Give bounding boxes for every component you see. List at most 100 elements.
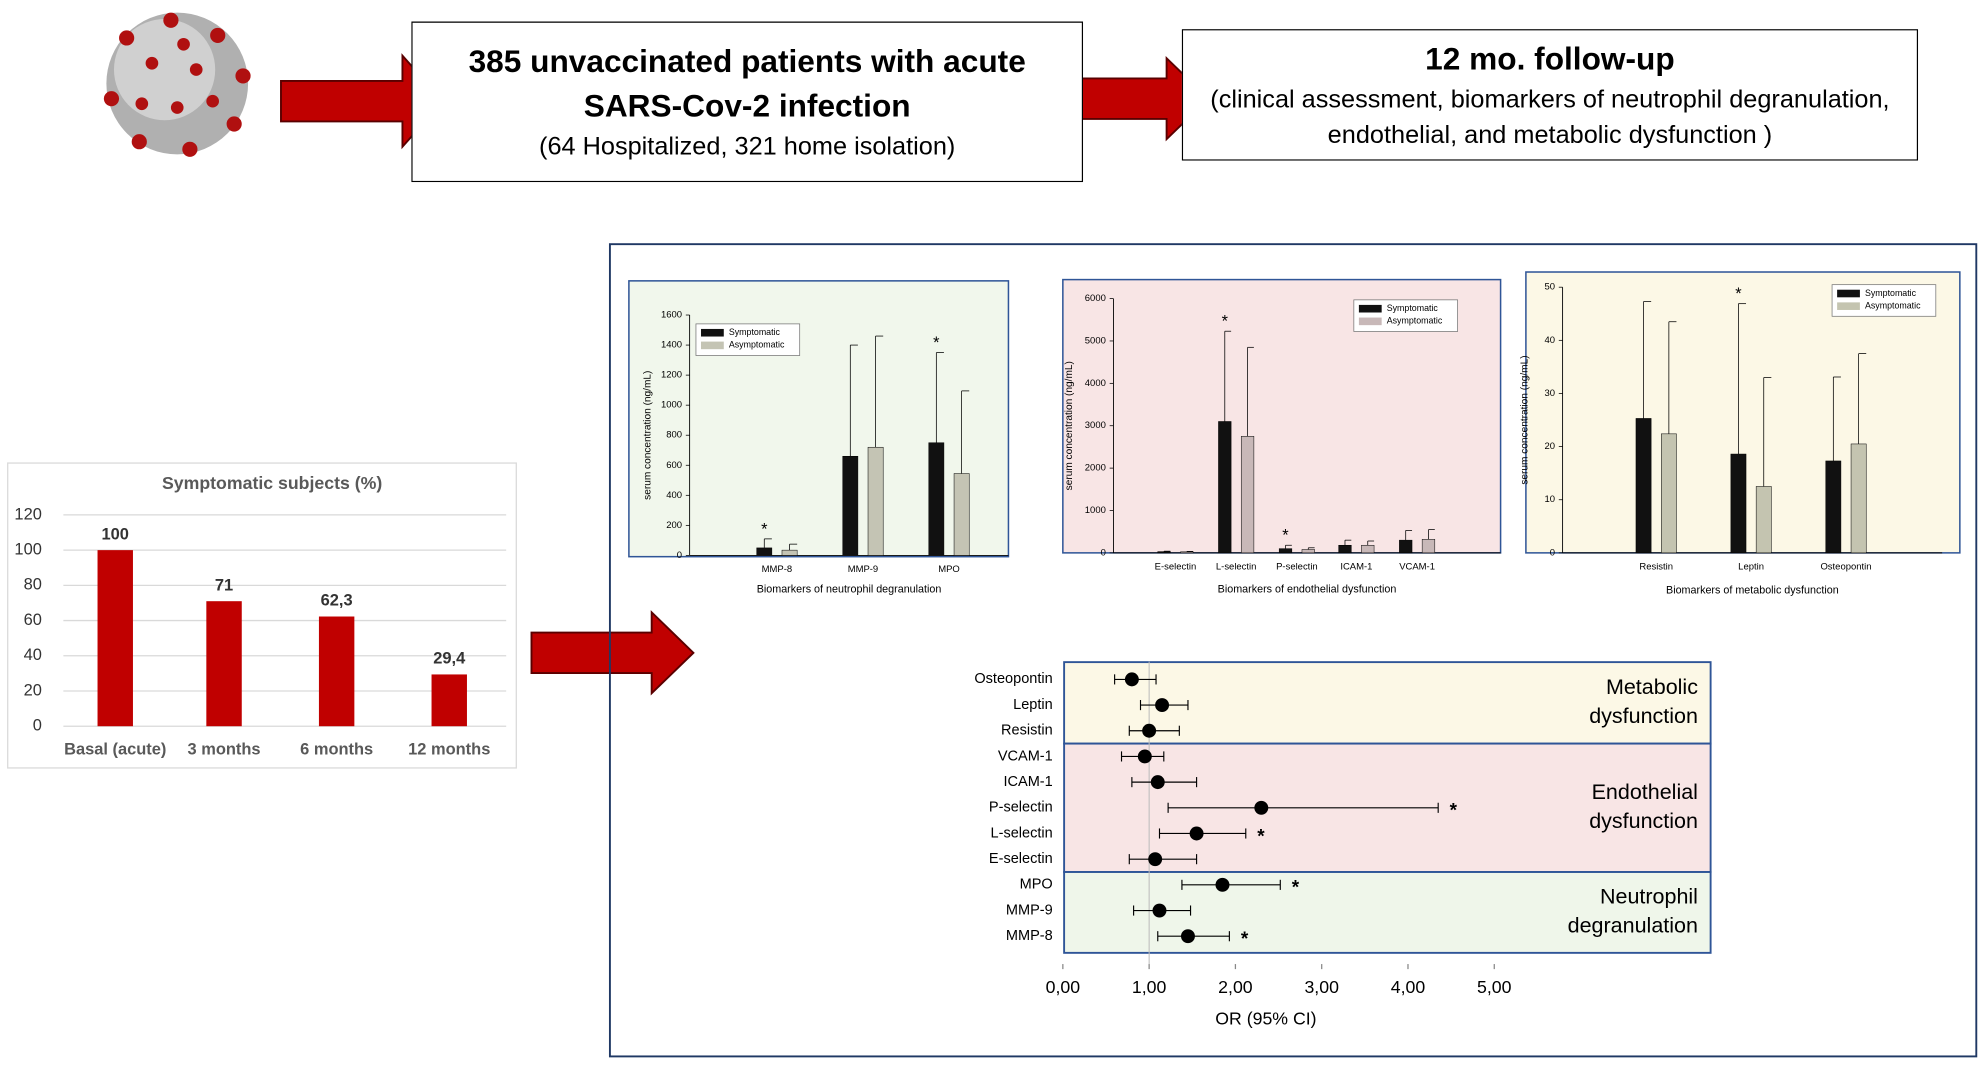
bar: [756, 547, 773, 556]
y-tick-label: 100: [14, 540, 41, 558]
group-band: [1063, 661, 1712, 745]
bar: [1399, 539, 1413, 554]
bar: [1180, 551, 1194, 554]
group-label: dysfunction: [1589, 809, 1698, 833]
value-label: 100: [102, 525, 129, 543]
y-tick-label: 40: [1544, 335, 1555, 346]
box-title: 12 mo. follow-up: [1425, 41, 1675, 77]
bar: [1240, 436, 1255, 554]
point: [1152, 903, 1167, 918]
bar: [431, 674, 467, 727]
bar: [1361, 544, 1375, 554]
annotation: *: [1257, 826, 1265, 847]
point: [1137, 749, 1152, 764]
legend-swatch: [1358, 317, 1382, 326]
y-tick-label: 2000: [1085, 463, 1106, 474]
y-axis-label: serum concentration (ng/mL): [1064, 361, 1075, 490]
annotation: *: [1222, 313, 1229, 331]
point: [1254, 800, 1269, 815]
point: [1181, 929, 1195, 944]
y-tick-label: 5000: [1085, 335, 1106, 346]
group-label: degranulation: [1568, 914, 1698, 938]
annotation: *: [1292, 878, 1300, 899]
x-tick-label: MMP-9: [848, 564, 879, 575]
y-tick-label: 4000: [1085, 378, 1106, 389]
y-tick-label: 1000: [1085, 505, 1106, 516]
box-container: 12 mo. follow-up (clinical assessment, b…: [1181, 29, 1919, 161]
bar: [1157, 551, 1171, 554]
x-tick-label: Osteopontin: [1820, 561, 1871, 572]
legend-label: Asymptomatic: [1387, 316, 1443, 326]
y-tick-label: MMP-9: [1006, 902, 1053, 918]
x-axis-label: Biomarkers of endothelial dysfunction: [1218, 583, 1397, 595]
box-text: (64 Hospitalized, 321 home isolation): [539, 132, 956, 161]
y-tick-label: Resistin: [1001, 723, 1053, 739]
point: [1142, 723, 1157, 738]
annotation: *: [1735, 285, 1742, 303]
box: 12 mo. follow-up (clinical assessment, b…: [1181, 29, 1919, 161]
value-label: 29,4: [433, 650, 466, 668]
arrow: [530, 610, 695, 696]
point: [1124, 672, 1139, 687]
value-label: 71: [215, 576, 233, 594]
point: [1150, 775, 1165, 790]
chart-title: Symptomatic subjects (%): [162, 473, 382, 493]
y-tick-label: 6000: [1085, 293, 1106, 304]
x-tick-label: Resistin: [1639, 561, 1673, 572]
y-tick-label: 30: [1544, 388, 1555, 399]
bar: [781, 549, 798, 556]
y-tick-label: 0: [1550, 547, 1555, 558]
y-tick-label: 800: [666, 430, 682, 441]
bar: [1338, 544, 1352, 554]
y-tick-label: 0: [677, 550, 682, 561]
legend-swatch: [701, 328, 724, 337]
bar: [1661, 433, 1677, 554]
y-axis-label: serum concentration (ng/mL): [643, 371, 654, 500]
bar: [842, 455, 859, 556]
x-tick-label: 3 months: [188, 741, 261, 759]
y-tick-label: 120: [14, 505, 41, 523]
x-axis-label: Biomarkers of metabolic dysfunction: [1666, 585, 1839, 597]
box: 385 unvaccinated patients with acute SAR…: [411, 21, 1084, 183]
y-tick-label: 10: [1544, 494, 1555, 505]
x-tick-label: 12 months: [408, 741, 490, 759]
bar: [1421, 539, 1436, 554]
virus-spikes: [103, 12, 251, 157]
x-tick-label: 4,00: [1391, 977, 1426, 997]
results-frame: [608, 243, 1978, 1058]
y-tick-label: L-selectin: [991, 825, 1053, 841]
group-label: Neutrophil: [1600, 885, 1698, 909]
annotation: *: [761, 520, 768, 538]
y-tick-label: 80: [24, 576, 42, 594]
x-tick-label: 5,00: [1477, 977, 1512, 997]
x-tick-label: ICAM-1: [1340, 561, 1372, 572]
bar: [1730, 453, 1747, 554]
y-tick-label: VCAM-1: [998, 748, 1053, 764]
point: [1155, 698, 1170, 713]
bar: [1301, 549, 1315, 554]
annotation: *: [933, 334, 940, 352]
y-tick-label: MPO: [1020, 877, 1053, 893]
box-title: 385 unvaccinated patients with acute SAR…: [468, 43, 1026, 124]
y-axis-label: serum concentration (ng/mL): [1519, 355, 1530, 484]
x-tick-label: Basal (acute): [64, 741, 166, 759]
y-tick-label: Osteopontin: [974, 671, 1052, 687]
x-tick-label: MMP-8: [762, 564, 793, 575]
legend-swatch: [1837, 302, 1860, 310]
group-label: dysfunction: [1589, 704, 1698, 728]
annotation: *: [1241, 929, 1249, 950]
legend-label: Symptomatic: [1865, 288, 1917, 298]
y-tick-label: 20: [1544, 441, 1555, 452]
bar: [1218, 421, 1232, 554]
x-axis-label: OR (95% CI): [1215, 1008, 1316, 1028]
point: [1215, 877, 1230, 892]
group-label: Endothelial: [1592, 780, 1698, 804]
legend-swatch: [701, 341, 724, 350]
chart-panel: [628, 280, 1010, 558]
virus: [103, 12, 251, 157]
y-tick-label: 600: [666, 460, 682, 471]
point: [1148, 852, 1163, 867]
y-tick-label: Leptin: [1013, 697, 1053, 713]
x-tick-label: 2,00: [1218, 977, 1253, 997]
